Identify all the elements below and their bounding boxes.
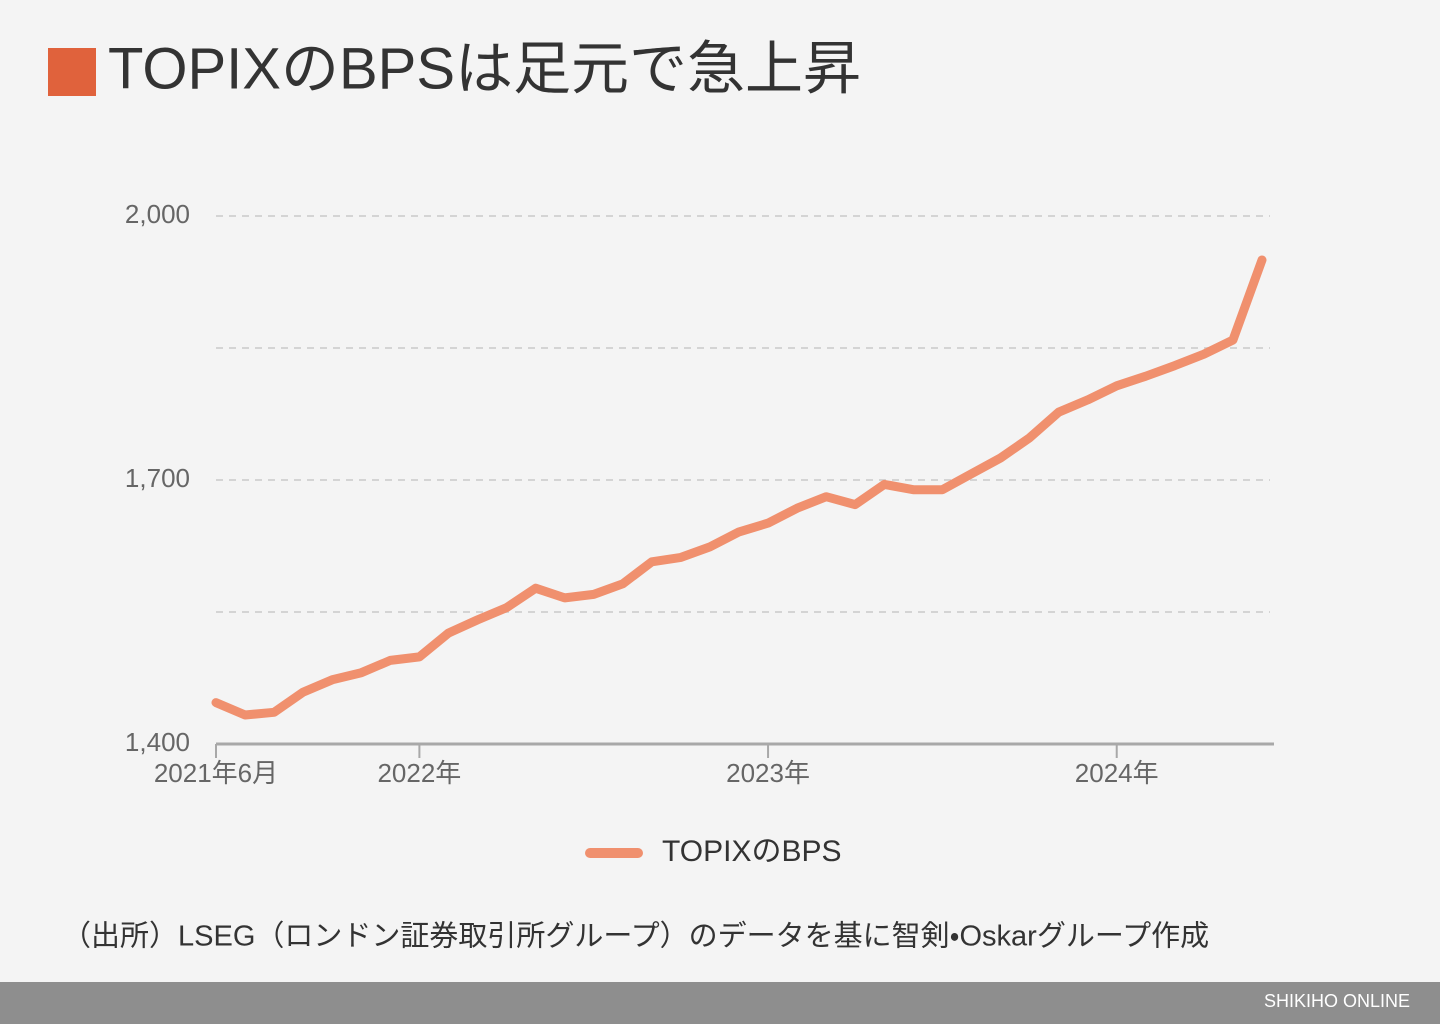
- x-tick-label: 2023年: [726, 758, 810, 788]
- footer-brand: SHIKIHO ONLINE: [1264, 991, 1410, 1011]
- y-tick-label: 1,700: [125, 463, 190, 493]
- chart-title: TOPIXのBPSは足元で急上昇: [108, 36, 861, 101]
- legend-label: TOPIXのBPS: [662, 835, 842, 868]
- x-tick-label: 2022年: [377, 758, 461, 788]
- y-tick-label: 1,400: [125, 727, 190, 757]
- footer-bar: [0, 982, 1440, 1024]
- source-note: （出所）LSEG（ロンドン証券取引所グループ）のデータを基に智剣・Oskarグル…: [62, 920, 1209, 953]
- data-line: [211, 255, 1267, 720]
- x-tick-label: 2021年6月: [154, 758, 278, 788]
- title-marker: [48, 48, 96, 96]
- x-tick-label: 2024年: [1075, 758, 1159, 788]
- y-tick-label: 2,000: [125, 199, 190, 229]
